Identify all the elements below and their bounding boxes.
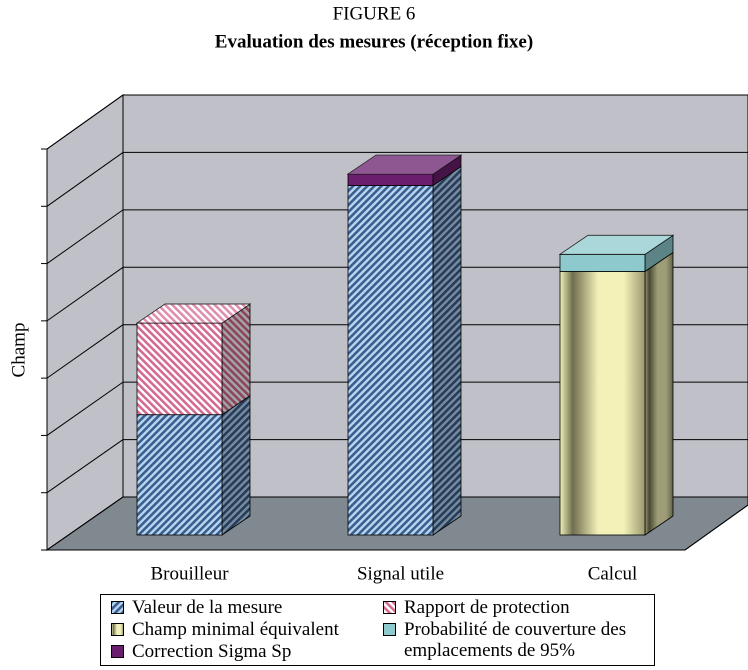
legend-item: Probabilité de couverture des emplacemen… xyxy=(383,619,653,663)
x-tick-label: Brouilleur xyxy=(150,563,229,584)
bar-top xyxy=(558,234,675,255)
legend-swatch xyxy=(111,623,124,636)
grid-line-side xyxy=(46,152,124,207)
grid-line-side xyxy=(46,209,124,264)
legend-label: Probabilité de couverture des emplacemen… xyxy=(404,619,627,661)
legend-swatch xyxy=(111,601,124,614)
grid-line-side xyxy=(46,94,124,150)
bar-top-light xyxy=(348,155,461,175)
legend-label: Rapport de protection xyxy=(404,597,570,618)
floor-edge xyxy=(684,504,748,551)
legend-item: Champ minimal équivalent xyxy=(111,619,383,641)
grid-line-side xyxy=(46,496,124,551)
bar-side-shade xyxy=(433,155,461,186)
grid-line-side xyxy=(46,266,124,322)
legend-item: Rapport de protection xyxy=(383,597,653,619)
bar-top xyxy=(135,303,252,324)
grid-line-side xyxy=(46,324,124,379)
grid-line-side xyxy=(46,439,124,494)
bar-top xyxy=(346,154,463,175)
chart-subtitle: Evaluation des mesures (réception fixe) xyxy=(215,31,533,52)
bar-side-shade xyxy=(645,252,673,535)
legend-swatch xyxy=(383,623,396,636)
chart-title: FIGURE 6 xyxy=(333,3,416,24)
legend-swatch xyxy=(111,645,124,658)
y-axis-label: Champ xyxy=(8,323,29,378)
grid-line-side xyxy=(46,381,124,436)
x-tick-label: Calcul xyxy=(588,563,638,584)
bar-segment xyxy=(136,414,223,536)
legend-label: Champ minimal équivalent xyxy=(132,619,339,640)
bar-top-light xyxy=(560,235,673,255)
bar-segment xyxy=(347,185,434,536)
bar-segment xyxy=(347,173,434,186)
bar-segment xyxy=(559,271,646,536)
bar-side-shade xyxy=(222,395,250,535)
legend: Valeur de la mesure Rapport de protection… xyxy=(100,594,655,666)
legend-item: Correction Sigma Sp xyxy=(111,641,383,663)
x-tick-label: Signal utile xyxy=(357,563,444,584)
legend-label: Valeur de la mesure xyxy=(132,597,283,618)
legend-swatch xyxy=(383,601,396,614)
bar-side-shade xyxy=(645,235,673,272)
side-wall xyxy=(46,94,124,551)
legend-item: Valeur de la mesure xyxy=(111,597,383,619)
bar-side-shade xyxy=(222,304,250,415)
bar-segment xyxy=(559,253,646,272)
bar-top-light xyxy=(137,304,250,324)
legend-label: Correction Sigma Sp xyxy=(132,641,292,662)
bar-side-shade xyxy=(433,166,461,536)
bar-segment xyxy=(136,322,223,416)
